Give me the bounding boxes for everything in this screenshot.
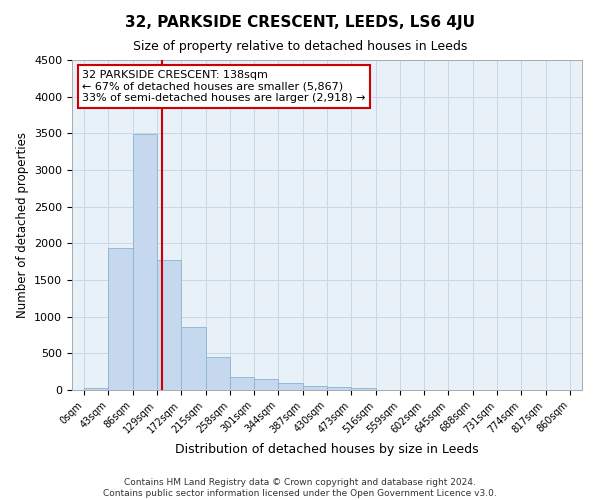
Bar: [303, 386, 327, 390]
Text: 32 PARKSIDE CRESCENT: 138sqm
← 67% of detached houses are smaller (5,867)
33% of: 32 PARKSIDE CRESCENT: 138sqm ← 67% of de…: [82, 70, 366, 103]
Bar: [157, 260, 181, 390]
Bar: [206, 357, 230, 390]
Bar: [133, 134, 157, 390]
Text: Size of property relative to detached houses in Leeds: Size of property relative to detached ho…: [133, 40, 467, 53]
Y-axis label: Number of detached properties: Number of detached properties: [16, 132, 29, 318]
Bar: [230, 377, 254, 390]
Bar: [351, 388, 376, 390]
X-axis label: Distribution of detached houses by size in Leeds: Distribution of detached houses by size …: [175, 443, 479, 456]
Bar: [84, 388, 109, 390]
Bar: [278, 384, 303, 390]
Bar: [254, 378, 278, 390]
Bar: [181, 327, 206, 390]
Bar: [109, 248, 133, 390]
Bar: [327, 386, 351, 390]
Text: 32, PARKSIDE CRESCENT, LEEDS, LS6 4JU: 32, PARKSIDE CRESCENT, LEEDS, LS6 4JU: [125, 15, 475, 30]
Text: Contains HM Land Registry data © Crown copyright and database right 2024.
Contai: Contains HM Land Registry data © Crown c…: [103, 478, 497, 498]
